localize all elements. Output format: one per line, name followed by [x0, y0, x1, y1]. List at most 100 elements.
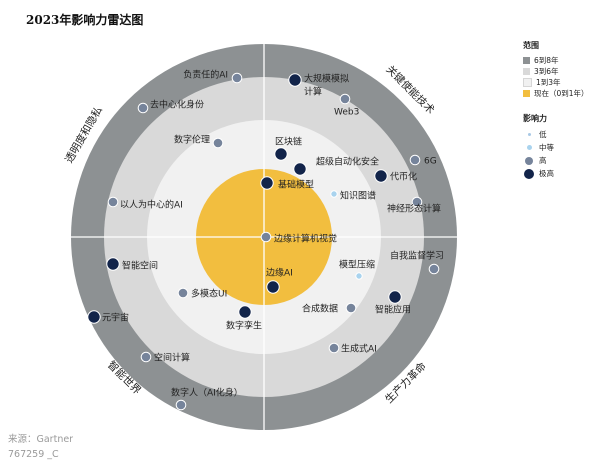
tech-dot — [293, 162, 307, 176]
tech-dot — [388, 290, 402, 304]
tech-label: 元宇宙 — [102, 312, 129, 324]
legend-impact-title: 影响力 — [523, 114, 547, 123]
tech-point: 模型压缩 — [339, 259, 375, 280]
tech-point: Web3 — [334, 93, 359, 118]
tech-dot — [106, 257, 120, 271]
legend-range-label: 3到6年 — [534, 67, 559, 76]
tech-point: 空间计算 — [140, 351, 190, 364]
tech-label: 大规模模拟 — [304, 73, 349, 85]
tech-dot — [238, 305, 252, 319]
legend-range-item: 6到8年 — [523, 55, 599, 66]
legend-range-label: 1到3年 — [536, 78, 561, 87]
tech-label: 数字孪生 — [226, 320, 262, 332]
tech-point: 数字伦理 — [174, 134, 224, 149]
tech-label: 数字人（AI化身） — [171, 387, 243, 399]
tech-point: 神经形态计算 — [387, 196, 441, 215]
tech-label: 合成数据 — [302, 303, 338, 315]
tech-dot — [328, 342, 340, 354]
legend-swatch — [523, 57, 530, 64]
legend-impact-item: 中等 — [523, 141, 599, 154]
legend-range-item: 1到3年 — [523, 77, 599, 88]
tech-dot — [409, 154, 421, 166]
tech-dot — [411, 196, 423, 208]
legend-range-title: 范围 — [523, 41, 539, 50]
legend-swatch — [523, 78, 532, 87]
tech-dot — [87, 310, 101, 324]
tech-dot — [355, 272, 363, 280]
tech-point: 智能空间 — [106, 257, 158, 272]
tech-point: 多模态UI — [177, 288, 227, 300]
tech-point: 知识图谱 — [330, 190, 376, 202]
tech-label: 区块链 — [275, 136, 302, 148]
tech-point: 自我监督学习 — [390, 250, 444, 275]
legend-impact-dot — [527, 133, 531, 136]
tech-point: 去中心化身份 — [137, 99, 204, 114]
tech-dot — [288, 73, 302, 87]
tech-point: 数字人（AI化身） — [171, 387, 243, 411]
tech-point: 代币化 — [374, 169, 417, 183]
tech-dot — [374, 169, 388, 183]
tech-dot — [330, 190, 338, 198]
legend-impact-item: 极高 — [523, 167, 599, 180]
tech-point: 负责任的AI — [183, 69, 243, 84]
tech-point: 以人为中心的AI — [107, 196, 183, 211]
legend: 范围 6到8年 3到6年 1到3年现在（0到1年） 影响力 低中等高极高 — [523, 40, 599, 180]
tech-point: 超级自动化安全 — [293, 156, 379, 176]
legend-impact-dot — [525, 156, 533, 165]
legend-impact-item: 高 — [523, 154, 599, 167]
tech-label: 空间计算 — [154, 352, 190, 364]
tech-label: 生成式AI — [341, 343, 377, 355]
tech-point: 智能应用 — [375, 290, 411, 316]
legend-range-label: 现在（0到1年） — [534, 89, 589, 98]
tech-label: 智能应用 — [375, 304, 411, 316]
tech-label: 数字伦理 — [174, 134, 210, 146]
tech-label: 智能空间 — [122, 260, 158, 272]
tech-dot — [339, 93, 351, 105]
legend-impact-dot — [526, 145, 532, 150]
legend-impact-label: 中等 — [539, 143, 554, 152]
tech-point: 元宇宙 — [87, 310, 129, 324]
source-note: 来源：Gartner 767259 _C — [8, 432, 73, 462]
tech-point: 合成数据 — [302, 302, 357, 315]
tech-label: 知识图谱 — [340, 190, 376, 202]
tech-dot — [260, 176, 274, 190]
tech-point: 边缘AI — [266, 267, 293, 294]
tech-label: 神经形态计算 — [387, 203, 441, 215]
tech-label: 边缘AI — [266, 267, 293, 279]
legend-swatch — [523, 90, 530, 97]
legend-range-label: 6到8年 — [534, 56, 559, 65]
tech-label: 基础模型 — [278, 179, 314, 191]
legend-range-item: 3到6年 — [523, 66, 599, 77]
legend-swatch — [523, 68, 530, 75]
tech-label: 超级自动化安全 — [316, 156, 379, 168]
tech-point: 6G — [409, 154, 437, 167]
tech-dot — [266, 280, 280, 294]
tech-label: 多模态UI — [191, 288, 227, 300]
tech-label: 模型压缩 — [339, 259, 375, 271]
tech-dot — [107, 196, 119, 208]
tech-dot — [428, 263, 440, 275]
tech-dot — [212, 137, 224, 149]
legend-impact-label: 低 — [539, 130, 547, 139]
tech-dot — [260, 231, 272, 243]
tech-label: Web3 — [334, 108, 359, 118]
source-line-2: 767259 _C — [8, 449, 59, 460]
tech-dot — [140, 351, 152, 363]
tech-label: 负责任的AI — [183, 69, 228, 81]
legend-impact-dot — [524, 168, 534, 179]
tech-point: 边缘计算机视觉 — [260, 231, 337, 245]
tech-point: 基础模型 — [260, 176, 314, 191]
tech-dot — [231, 72, 243, 84]
tech-label: 去中心化身份 — [150, 99, 204, 111]
tech-point: 区块链 — [274, 136, 302, 161]
tech-point: 数字孪生 — [226, 305, 262, 332]
legend-impact-item: 低 — [523, 128, 599, 141]
source-line-1: 来源：Gartner — [8, 434, 74, 445]
tech-label: 以人为中心的AI — [120, 199, 183, 211]
tech-label: 边缘计算机视觉 — [274, 233, 337, 245]
tech-dot — [345, 302, 357, 314]
tech-dot — [274, 147, 288, 161]
legend-impact-label: 极高 — [539, 169, 554, 178]
